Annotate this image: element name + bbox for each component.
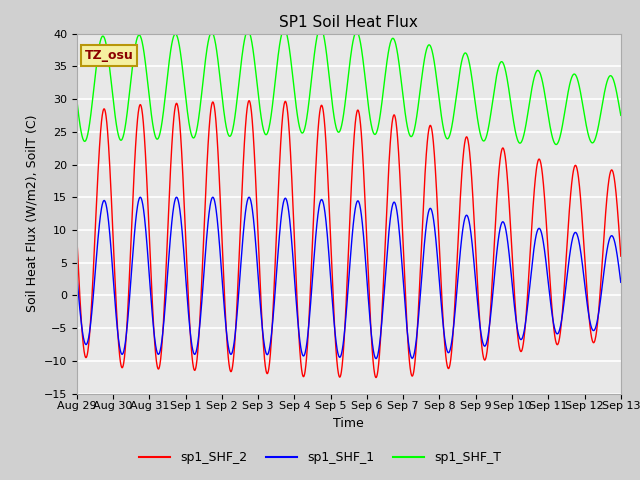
Y-axis label: Soil Heat Flux (W/m2), SoilT (C): Soil Heat Flux (W/m2), SoilT (C) — [25, 115, 38, 312]
sp1_SHF_1 — [377, 332, 385, 337]
sp1_SHF_T — [225, 132, 232, 138]
Legend: sp1_SHF_2, sp1_SHF_1, sp1_SHF_T: sp1_SHF_2, sp1_SHF_1, sp1_SHF_T — [134, 446, 506, 469]
Line: sp1_SHF_T: sp1_SHF_T — [77, 27, 621, 144]
sp1_SHF_1 — [584, 309, 592, 315]
sp1_SHF_T — [376, 110, 384, 116]
sp1_SHF_T — [617, 112, 625, 118]
X-axis label: Time: Time — [333, 417, 364, 430]
sp1_SHF_T — [365, 105, 372, 110]
sp1_SHF_2 — [508, 235, 515, 241]
sp1_SHF_1 — [225, 346, 232, 351]
sp1_SHF_1 — [365, 299, 372, 305]
sp1_SHF_1 — [617, 279, 625, 285]
sp1_SHF_2 — [245, 98, 253, 104]
sp1_SHF_1 — [570, 233, 577, 239]
sp1_SHF_T — [570, 72, 577, 78]
Line: sp1_SHF_1: sp1_SHF_1 — [77, 197, 621, 359]
sp1_SHF_2 — [372, 375, 380, 381]
sp1_SHF_1 — [73, 273, 81, 279]
sp1_SHF_2 — [377, 334, 385, 339]
sp1_SHF_1 — [372, 356, 380, 361]
sp1_SHF_1 — [136, 194, 144, 200]
sp1_SHF_2 — [73, 234, 81, 240]
sp1_SHF_2 — [584, 305, 592, 311]
Line: sp1_SHF_2: sp1_SHF_2 — [77, 101, 621, 378]
Text: TZ_osu: TZ_osu — [85, 49, 134, 62]
sp1_SHF_T — [552, 142, 560, 147]
sp1_SHF_2 — [570, 169, 577, 175]
Title: SP1 Soil Heat Flux: SP1 Soil Heat Flux — [280, 15, 418, 30]
sp1_SHF_T — [73, 97, 81, 103]
sp1_SHF_T — [507, 101, 515, 107]
sp1_SHF_1 — [508, 271, 515, 277]
sp1_SHF_2 — [365, 279, 372, 285]
sp1_SHF_2 — [617, 253, 625, 259]
sp1_SHF_T — [584, 132, 592, 137]
sp1_SHF_2 — [225, 357, 232, 362]
sp1_SHF_T — [317, 24, 324, 30]
